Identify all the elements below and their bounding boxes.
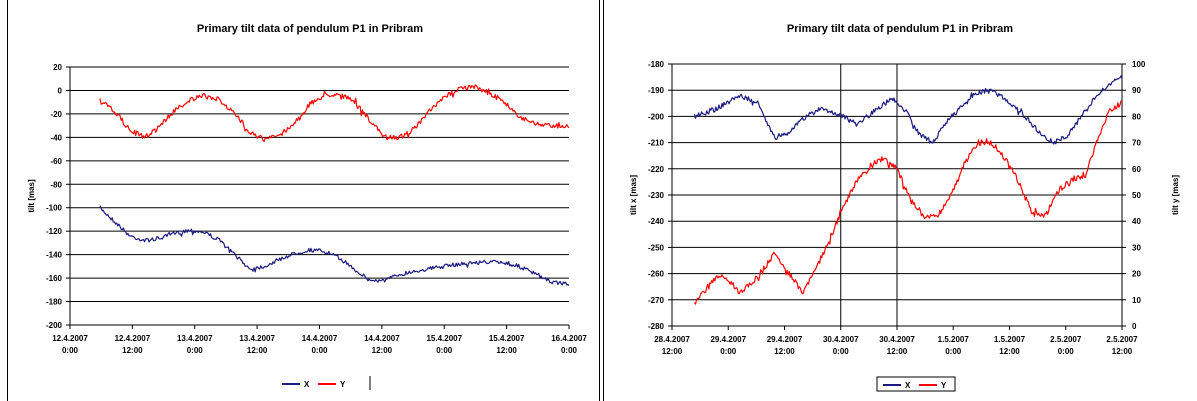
y-tick-label: -80 xyxy=(50,180,62,189)
x-tick-label-date: 15.4.2007 xyxy=(489,334,525,343)
y-tick-label: -220 xyxy=(648,165,665,174)
y-tick-label: -250 xyxy=(648,243,665,252)
x-tick-label-time: 12:00 xyxy=(372,346,393,355)
y2-tick-label: 30 xyxy=(1132,243,1141,252)
panel-divider xyxy=(603,0,604,401)
y2-axis-label: tilt y [mas] xyxy=(1171,175,1180,215)
y-tick-label: -240 xyxy=(648,217,665,226)
x-tick-label-time: 12:00 xyxy=(887,347,908,356)
y-axis-label: tilt x [mas] xyxy=(629,175,638,215)
x-tick-label-date: 14.4.2007 xyxy=(302,334,338,343)
y-tick-label: -270 xyxy=(648,296,665,305)
series-line-y xyxy=(99,84,570,142)
x-tick-label-time: 12:00 xyxy=(247,346,268,355)
series-line-x xyxy=(99,205,570,286)
x-tick-label-date: 15.4.2007 xyxy=(426,334,462,343)
y-tick-label: 0 xyxy=(58,86,63,95)
y2-tick-label: 60 xyxy=(1132,165,1141,174)
x-tick-label-date: 1.5.2007 xyxy=(938,335,970,344)
x-tick-label-date: 1.5.2007 xyxy=(994,335,1026,344)
legend-box xyxy=(876,376,956,392)
x-tick-label-time: 0:00 xyxy=(561,346,578,355)
y2-tick-label: 90 xyxy=(1132,86,1141,95)
y2-tick-label: 50 xyxy=(1132,191,1141,200)
y2-tick-label: 80 xyxy=(1132,112,1141,121)
y-tick-label: 20 xyxy=(53,63,62,72)
x-tick-label-date: 29.4.2007 xyxy=(710,335,746,344)
chart-title: Primary tilt data of pendulum P1 in Prib… xyxy=(197,23,423,35)
y-tick-label: -120 xyxy=(46,227,63,236)
y-tick-label: -60 xyxy=(50,157,62,166)
y-tick-label: -210 xyxy=(648,139,665,148)
left-chart-panel: Primary tilt data of pendulum P1 in Prib… xyxy=(27,23,587,390)
y-axis-label: tilt [mas] xyxy=(27,179,36,213)
x-tick-label-date: 30.4.2007 xyxy=(879,335,915,344)
x-tick-label-date: 28.4.2007 xyxy=(654,335,690,344)
y-tick-label: -200 xyxy=(46,321,63,330)
x-tick-label-time: 0:00 xyxy=(1058,347,1075,356)
x-tick-label-date: 13.4.2007 xyxy=(239,334,275,343)
x-tick-label-time: 0:00 xyxy=(436,346,453,355)
y-tick-label: -280 xyxy=(648,322,665,331)
y-tick-label: -40 xyxy=(50,133,62,142)
y2-tick-label: 10 xyxy=(1132,296,1141,305)
x-tick-label-time: 0:00 xyxy=(833,347,850,356)
y-tick-label: -160 xyxy=(46,274,63,283)
legend-label-y: Y xyxy=(340,380,346,389)
y2-tick-label: 0 xyxy=(1132,322,1137,331)
x-tick-label-time: 12:00 xyxy=(662,347,683,356)
y-tick-label: -230 xyxy=(648,191,665,200)
x-tick-label-date: 30.4.2007 xyxy=(823,335,859,344)
series-line-y xyxy=(693,100,1123,305)
series-line-x xyxy=(693,75,1123,145)
x-tick-label-time: 0:00 xyxy=(720,347,737,356)
y2-tick-label: 100 xyxy=(1132,60,1146,69)
left-frame-edge xyxy=(7,0,8,401)
x-tick-label-date: 29.4.2007 xyxy=(767,335,803,344)
x-tick-label-time: 12:00 xyxy=(999,347,1020,356)
x-tick-label-date: 12.4.2007 xyxy=(115,334,151,343)
x-tick-label-date: 2.5.2007 xyxy=(1106,335,1138,344)
legend-label-x: X xyxy=(905,381,911,390)
left-chart: Primary tilt data of pendulum P1 in Prib… xyxy=(27,23,587,390)
x-tick-label-time: 12:00 xyxy=(122,346,143,355)
x-tick-label-date: 14.4.2007 xyxy=(364,334,400,343)
y2-tick-label: 70 xyxy=(1132,139,1141,148)
y-tick-label: -180 xyxy=(648,60,665,69)
chart-title: Primary tilt data of pendulum P1 in Prib… xyxy=(787,23,1013,35)
x-tick-label-time: 0:00 xyxy=(311,346,328,355)
legend-label-x: X xyxy=(304,380,310,389)
y-tick-label: -260 xyxy=(648,270,665,279)
y-tick-label: -140 xyxy=(46,251,63,260)
x-tick-label-date: 13.4.2007 xyxy=(177,334,213,343)
y-tick-label: -20 xyxy=(50,110,62,119)
x-tick-label-time: 0:00 xyxy=(945,347,962,356)
y-tick-label: -100 xyxy=(46,204,63,213)
right-chart-panel: Primary tilt data of pendulum P1 in Prib… xyxy=(600,0,1197,401)
x-tick-label-date: 12.4.2007 xyxy=(52,334,88,343)
right-chart: Primary tilt data of pendulum P1 in Prib… xyxy=(629,23,1180,392)
legend-label-y: Y xyxy=(941,381,947,390)
y-tick-label: -180 xyxy=(46,298,63,307)
panel-divider xyxy=(599,0,600,401)
y2-tick-label: 40 xyxy=(1132,217,1141,226)
x-tick-label-time: 0:00 xyxy=(62,346,79,355)
y-tick-label: -200 xyxy=(648,112,665,121)
y2-tick-label: 20 xyxy=(1132,270,1141,279)
x-tick-label-date: 16.4.2007 xyxy=(551,334,587,343)
y-tick-label: -190 xyxy=(648,86,665,95)
x-tick-label-time: 12:00 xyxy=(496,346,517,355)
x-tick-label-time: 12:00 xyxy=(1112,347,1133,356)
x-tick-label-date: 2.5.2007 xyxy=(1050,335,1082,344)
x-tick-label-time: 12:00 xyxy=(774,347,795,356)
x-tick-label-time: 0:00 xyxy=(187,346,204,355)
